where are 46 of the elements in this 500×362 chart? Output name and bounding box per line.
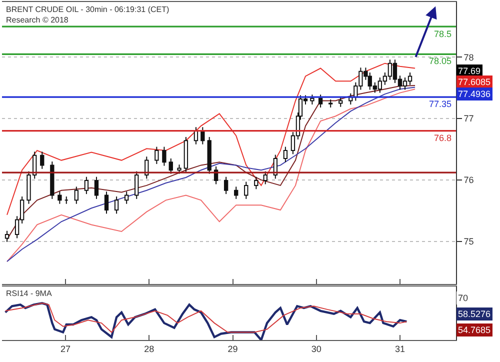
text: 54.7685 — [458, 325, 491, 335]
chart-title: RSI14 - 9MA — [6, 289, 52, 298]
candlestick — [94, 176, 99, 200]
ref-line-label: 76.8 — [434, 133, 452, 143]
text: 70 — [458, 293, 468, 303]
chart-title: BRENT CRUDE OIL - 30min - 06:19:31 (CET) — [6, 5, 170, 14]
x-tick-label: 29 — [228, 344, 238, 354]
candlestick — [114, 196, 119, 214]
x-tick-label: 28 — [144, 344, 154, 354]
text: 77.6085 — [458, 77, 491, 87]
candlestick — [124, 191, 129, 204]
candlestick — [283, 146, 288, 163]
candlestick — [74, 186, 78, 204]
candlestick — [234, 186, 238, 200]
candlestick — [200, 126, 205, 145]
candlestick — [254, 176, 258, 190]
line-series — [6, 62, 416, 216]
ref-line-label: 78.5 — [434, 29, 452, 39]
candlestick — [162, 146, 166, 166]
candlestick — [4, 230, 10, 242]
y-tick-label: 78 — [464, 52, 474, 62]
text: Research © 2018 — [6, 15, 69, 24]
candlestick — [40, 151, 44, 170]
candlestick — [104, 191, 109, 214]
candlestick — [154, 146, 159, 164]
x-tick-label: 30 — [311, 344, 322, 354]
ref-line-label: 78.05 — [429, 56, 452, 66]
candlestick — [58, 191, 62, 204]
y-tick-label: 77 — [464, 114, 474, 124]
candlestick — [310, 94, 314, 105]
candlestick — [134, 170, 139, 200]
candlestick — [263, 170, 268, 185]
text: 77.4936 — [458, 89, 491, 99]
y-tick-label: 75 — [464, 236, 474, 246]
candlestick — [177, 164, 182, 174]
x-tick-label: 27 — [60, 344, 71, 354]
text: 77.69 — [458, 66, 481, 76]
candlestick — [224, 176, 228, 195]
candlestick — [84, 176, 89, 195]
candlestick — [318, 94, 323, 108]
x-tick-label: 31 — [394, 344, 405, 354]
ref-line-label: 77.35 — [429, 99, 452, 109]
candlestick — [244, 181, 248, 200]
text: 58.5276 — [458, 309, 491, 319]
y-tick-label: 76 — [464, 175, 474, 186]
candlestick — [168, 158, 173, 174]
